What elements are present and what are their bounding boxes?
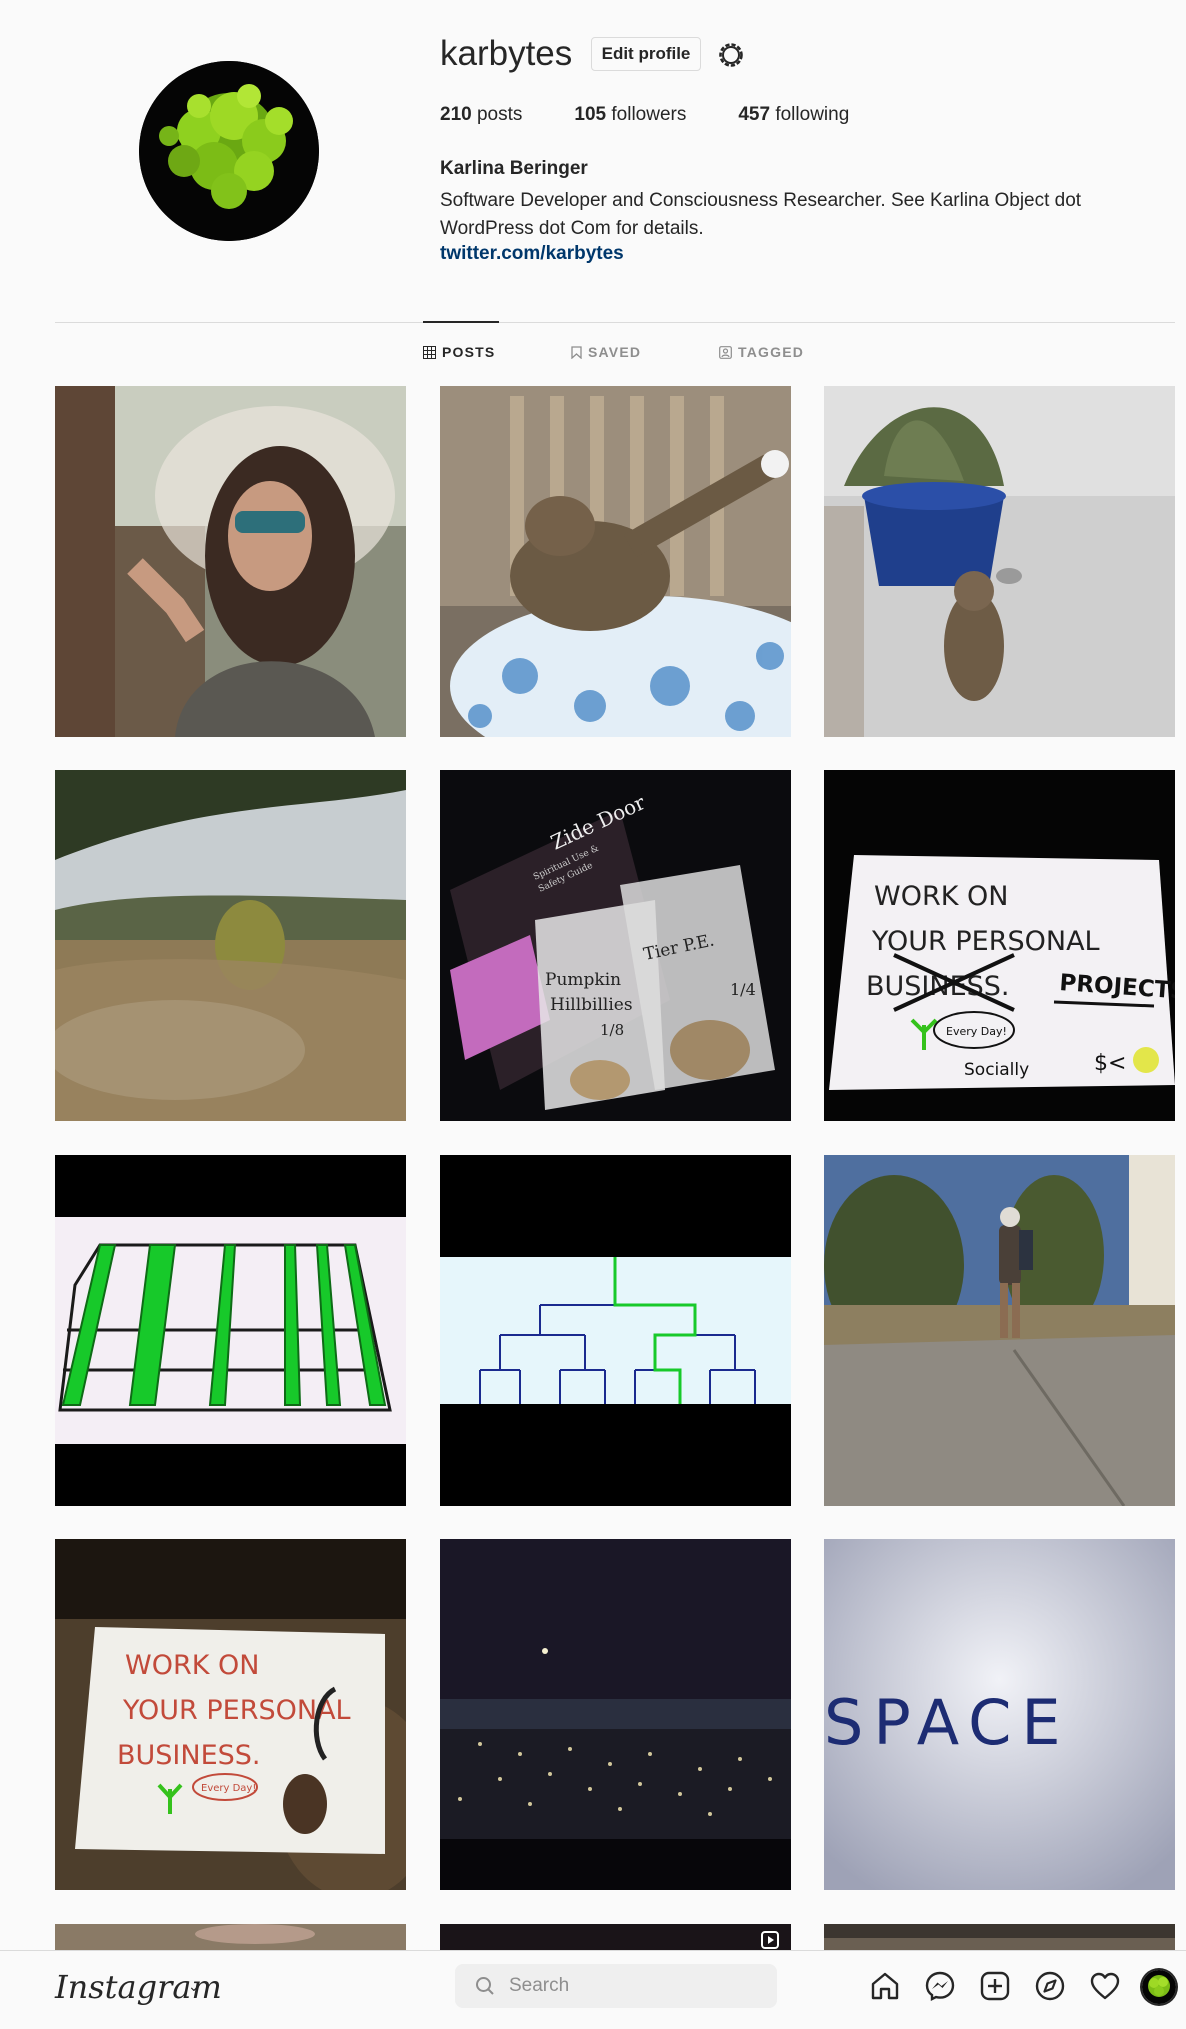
sign2-line-4: Every Day! [201,1783,256,1794]
search-input[interactable] [507,1974,751,1998]
partial-photo-icon [824,1924,1175,1950]
post-tile[interactable] [55,1924,406,1950]
work-on-business-sign-photo-icon: WORK ON YOUR PERSONAL BUSINESS. Every Da… [55,1539,406,1890]
work-on-projects-sign-photo-icon: WORK ON YOUR PERSONAL BUSINESS. PROJECTS… [824,770,1175,1121]
bookmark-icon [571,345,582,359]
explore-icon[interactable] [1034,1970,1066,2002]
post-tile[interactable] [440,1155,791,1506]
active-tab-indicator [423,321,499,323]
sign2-line-1: WORK ON [125,1650,259,1681]
partial-photo-icon [55,1924,406,1950]
profile-avatar[interactable] [139,61,319,241]
followers-link[interactable]: 105 followers [574,104,687,125]
post-tile[interactable] [440,386,791,737]
search-icon [476,1977,494,1995]
post-tile[interactable] [440,1924,791,1950]
search-box[interactable] [455,1964,777,2008]
tree-diagram-drawing-photo-icon [440,1155,791,1506]
post-tile[interactable] [55,1155,406,1506]
profile-website-link[interactable]: twitter.com/karbytes [440,243,624,264]
tab-posts-label: POSTS [442,344,496,360]
post-tile[interactable]: SPACE [824,1539,1175,1890]
post-tile[interactable]: WORK ON YOUR PERSONAL BUSINESS. Every Da… [55,1539,406,1890]
tab-tagged-label: TAGGED [738,344,805,360]
tab-tagged[interactable]: TAGGED [719,344,804,360]
tabs-divider [55,322,1175,323]
space-word: SPACE [824,1686,1071,1759]
tab-posts[interactable]: POSTS [423,344,495,360]
home-icon[interactable] [869,1970,901,2002]
sign1-line-1: WORK ON [874,881,1008,912]
sign1-line-6: Socially [964,1060,1029,1080]
post-tile[interactable]: Zide Door Spiritual Use & Safety Guide P… [440,770,791,1121]
chevron-down-icon[interactable]: ⌄ [188,1978,200,1994]
instagram-logo[interactable]: Instagram [55,1968,222,2006]
edit-profile-button[interactable]: Edit profile [591,37,701,71]
post-tile[interactable] [824,386,1175,737]
messenger-icon[interactable] [924,1970,956,2002]
hillside-landscape-photo-icon [55,770,406,1121]
sign1-line-7: $< [1094,1051,1126,1076]
new-post-icon[interactable] [979,1970,1011,2002]
post-tile[interactable] [55,770,406,1121]
sign1-line-2: YOUR PERSONAL [871,926,1100,957]
tab-saved[interactable]: SAVED [571,344,641,360]
grid-icon [423,345,436,359]
cat-by-planter-photo-icon [824,386,1175,737]
bags-eighth: 1/8 [600,1021,624,1039]
post-tile[interactable] [440,1539,791,1890]
settings-gear-icon[interactable] [716,40,746,70]
following-link[interactable]: 457 following [738,104,850,125]
hiker-on-path-photo-icon [824,1155,1175,1506]
tag-person-icon [719,345,732,359]
bags-quarter: 1/4 [730,980,756,999]
tab-saved-label: SAVED [588,344,642,360]
space-word-photo-icon: SPACE [824,1539,1175,1890]
green-grid-drawing-photo-icon [55,1155,406,1506]
bags-pumpkin: Pumpkin [545,970,621,990]
post-tile[interactable] [55,386,406,737]
sign2-line-2: YOUR PERSONAL [122,1695,351,1726]
profile-username: karbytes [440,34,573,73]
post-tile[interactable] [824,1155,1175,1506]
profile-stats: 210 posts 105 followers 457 following [440,104,901,126]
profile-full-name: Karlina Beringer [440,158,588,179]
posts-count: 210 posts [440,104,523,125]
reel-photo-icon [440,1924,791,1950]
mushroom-bags-photo-icon: Zide Door Spiritual Use & Safety Guide P… [440,770,791,1121]
post-tile[interactable]: WORK ON YOUR PERSONAL BUSINESS. PROJECTS… [824,770,1175,1121]
post-tile[interactable] [824,1924,1175,1950]
selfie-photo-icon [55,386,406,737]
sign2-line-3: BUSINESS. [117,1740,261,1771]
bags-hillbillies: Hillbillies [550,995,633,1015]
cat-on-cushion-photo-icon [440,386,791,737]
sign1-line-5: Every Day! [946,1025,1007,1038]
activity-heart-icon[interactable] [1089,1970,1121,2002]
profile-avatar[interactable] [1142,1970,1176,2004]
night-city-lights-photo-icon [440,1539,791,1890]
profile-bio: Software Developer and Consciousness Res… [440,190,1082,239]
